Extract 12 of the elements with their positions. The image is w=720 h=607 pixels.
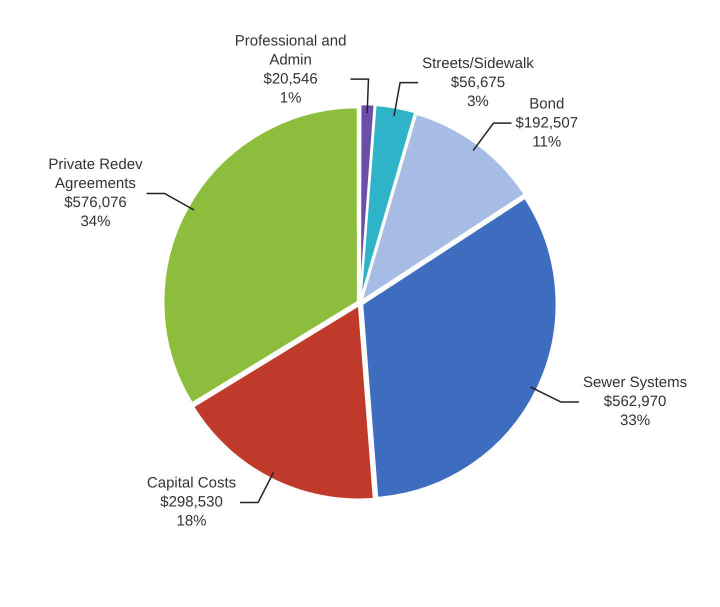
data-label: $20,546 1% xyxy=(263,70,318,106)
slice-label: Private Redev Agreements xyxy=(48,156,144,192)
slice-label: Capital Costs xyxy=(146,474,236,492)
data-label: $298,530 18% xyxy=(160,494,223,530)
data-label: $56,675 3% xyxy=(450,74,506,110)
slice-label: Professional and Admin xyxy=(234,32,346,68)
slice-label: Sewer Systems xyxy=(582,374,688,392)
slice-label: Streets/Sidewalk xyxy=(422,54,534,72)
data-label: $562,970 33% xyxy=(604,393,666,430)
slice-label: Bond xyxy=(529,95,564,112)
data-label: $192,507 11% xyxy=(515,114,578,150)
data-label: $576,076 34% xyxy=(64,194,127,230)
